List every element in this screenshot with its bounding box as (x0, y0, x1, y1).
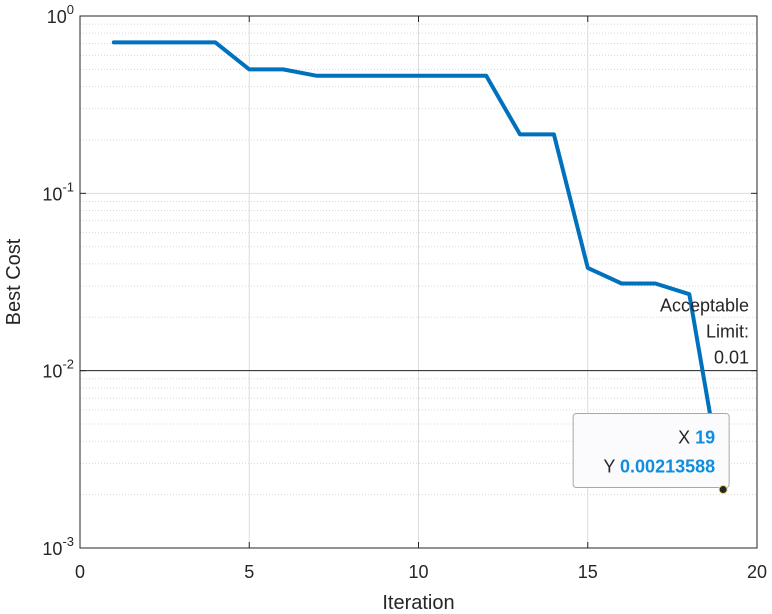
y-tick-label: 100 (47, 2, 74, 27)
y-tick-label: 10-1 (42, 179, 74, 204)
datatip-y: Y 0.00213588 (603, 457, 715, 477)
datatip-marker (718, 485, 728, 495)
y-tick-label: 10-3 (42, 534, 74, 559)
x-tick-label: 0 (75, 562, 85, 582)
datatip-box (572, 413, 730, 489)
x-axis-ticks: 0 5 10 15 20 (75, 16, 767, 582)
annotation-line: Acceptable (660, 296, 749, 316)
x-tick-label: 20 (747, 562, 767, 582)
annotation-line: Limit: (706, 322, 749, 342)
y-axis-label: Best Cost (3, 238, 25, 325)
x-axis-label: Iteration (382, 592, 454, 614)
acceptable-limit-annotation: Acceptable Limit: 0.01 (660, 296, 749, 368)
x-tick-label: 5 (244, 562, 254, 582)
annotation-line: 0.01 (714, 348, 749, 368)
datatip[interactable]: X 19 Y 0.00213588 (572, 413, 730, 495)
x-tick-label: 10 (408, 562, 428, 582)
y-tick-label: 10-2 (42, 357, 74, 382)
x-tick-label: 15 (578, 562, 598, 582)
datatip-x: X 19 (678, 428, 715, 448)
best-cost-line[interactable] (111, 40, 726, 492)
y-axis-ticks: 10-3 10-2 10-1 100 (42, 2, 757, 559)
